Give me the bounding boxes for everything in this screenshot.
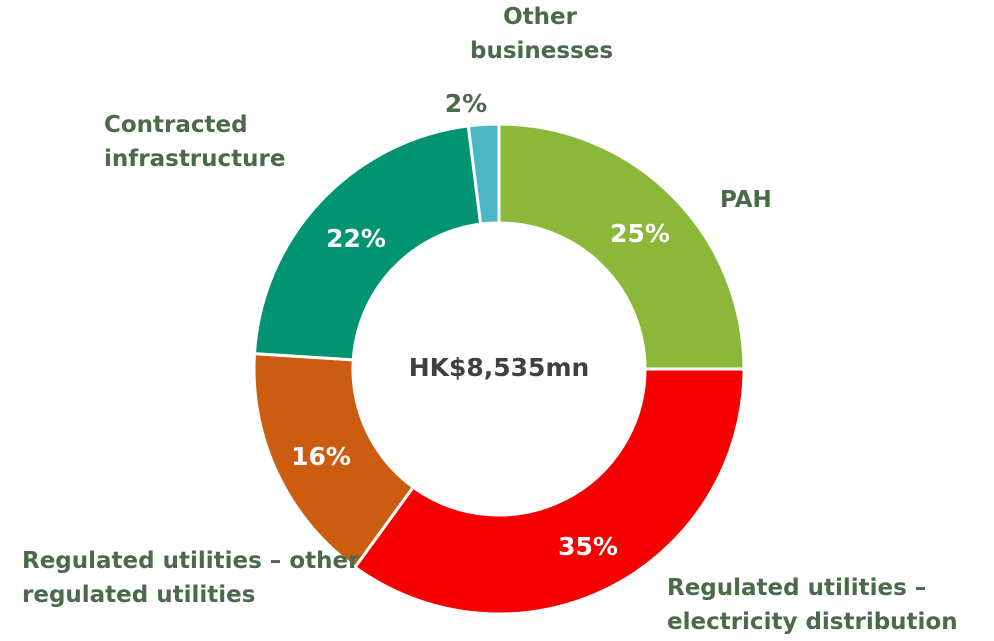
category-label: Regulated utilities – other regulated ut… [22,548,360,608]
category-label: Other businesses [470,4,614,64]
slice [497,122,746,371]
value-label: 2% [445,89,487,118]
value-label: 35% [558,532,618,561]
category-label: Contracted infrastructure [104,112,286,172]
slice [352,367,746,616]
slice [252,124,483,362]
value-label: 16% [291,442,351,471]
slice [466,122,501,226]
category-label: PAH [720,187,772,213]
value-label: 22% [326,224,386,253]
center-label: HK$8,535mn [409,353,590,382]
value-label: 25% [610,219,670,248]
category-label: Regulated utilities – electricity distri… [667,575,958,635]
